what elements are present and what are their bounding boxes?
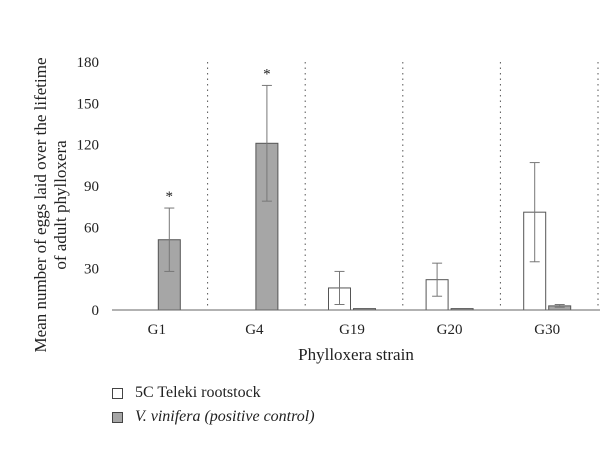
significance-mark: *: [263, 66, 271, 82]
significance-mark: *: [166, 189, 174, 205]
x-axis-title: Phylloxera strain: [298, 345, 414, 364]
x-tick-labels: G1 G4 G19 G20 G30: [148, 322, 560, 338]
x-tick-label: G1: [148, 322, 166, 338]
x-tick-label: G19: [339, 322, 365, 338]
y-axis-title: Mean number of eggs laid over the lifeti…: [31, 57, 70, 352]
legend: 5C Teleki rootstock V. vinifera (positiv…: [112, 381, 315, 429]
legend-label-teleki: 5C Teleki rootstock: [135, 384, 261, 401]
y-tick-label: 60: [84, 220, 99, 236]
y-axis-title-line-1: Mean number of eggs laid over the lifeti…: [31, 57, 50, 352]
y-tick-label: 0: [92, 303, 100, 319]
legend-swatch-teleki: [112, 387, 123, 399]
y-tick-label: 180: [77, 55, 100, 71]
x-tick-label: G30: [534, 322, 560, 338]
x-tick-label: G4: [245, 322, 264, 338]
significance-marks: **: [166, 66, 271, 205]
y-tick-label: 120: [77, 138, 100, 154]
y-tick-labels: 0 30 60 90 120 150 180: [77, 55, 100, 319]
bars: [157, 142, 572, 311]
legend-label-vinifera: V. vinifera (positive control): [135, 408, 315, 425]
y-tick-label: 150: [77, 96, 100, 112]
error-bars: [164, 84, 565, 308]
legend-item-teleki: 5C Teleki rootstock: [112, 381, 315, 405]
x-tick-label: G20: [437, 322, 463, 338]
legend-swatch-vinifera: [112, 411, 123, 423]
y-tick-label: 90: [84, 179, 99, 195]
legend-item-vinifera: V. vinifera (positive control): [112, 405, 315, 429]
y-axis-title-line-2: of adult phylloxera: [51, 140, 70, 270]
y-tick-label: 30: [84, 262, 99, 278]
